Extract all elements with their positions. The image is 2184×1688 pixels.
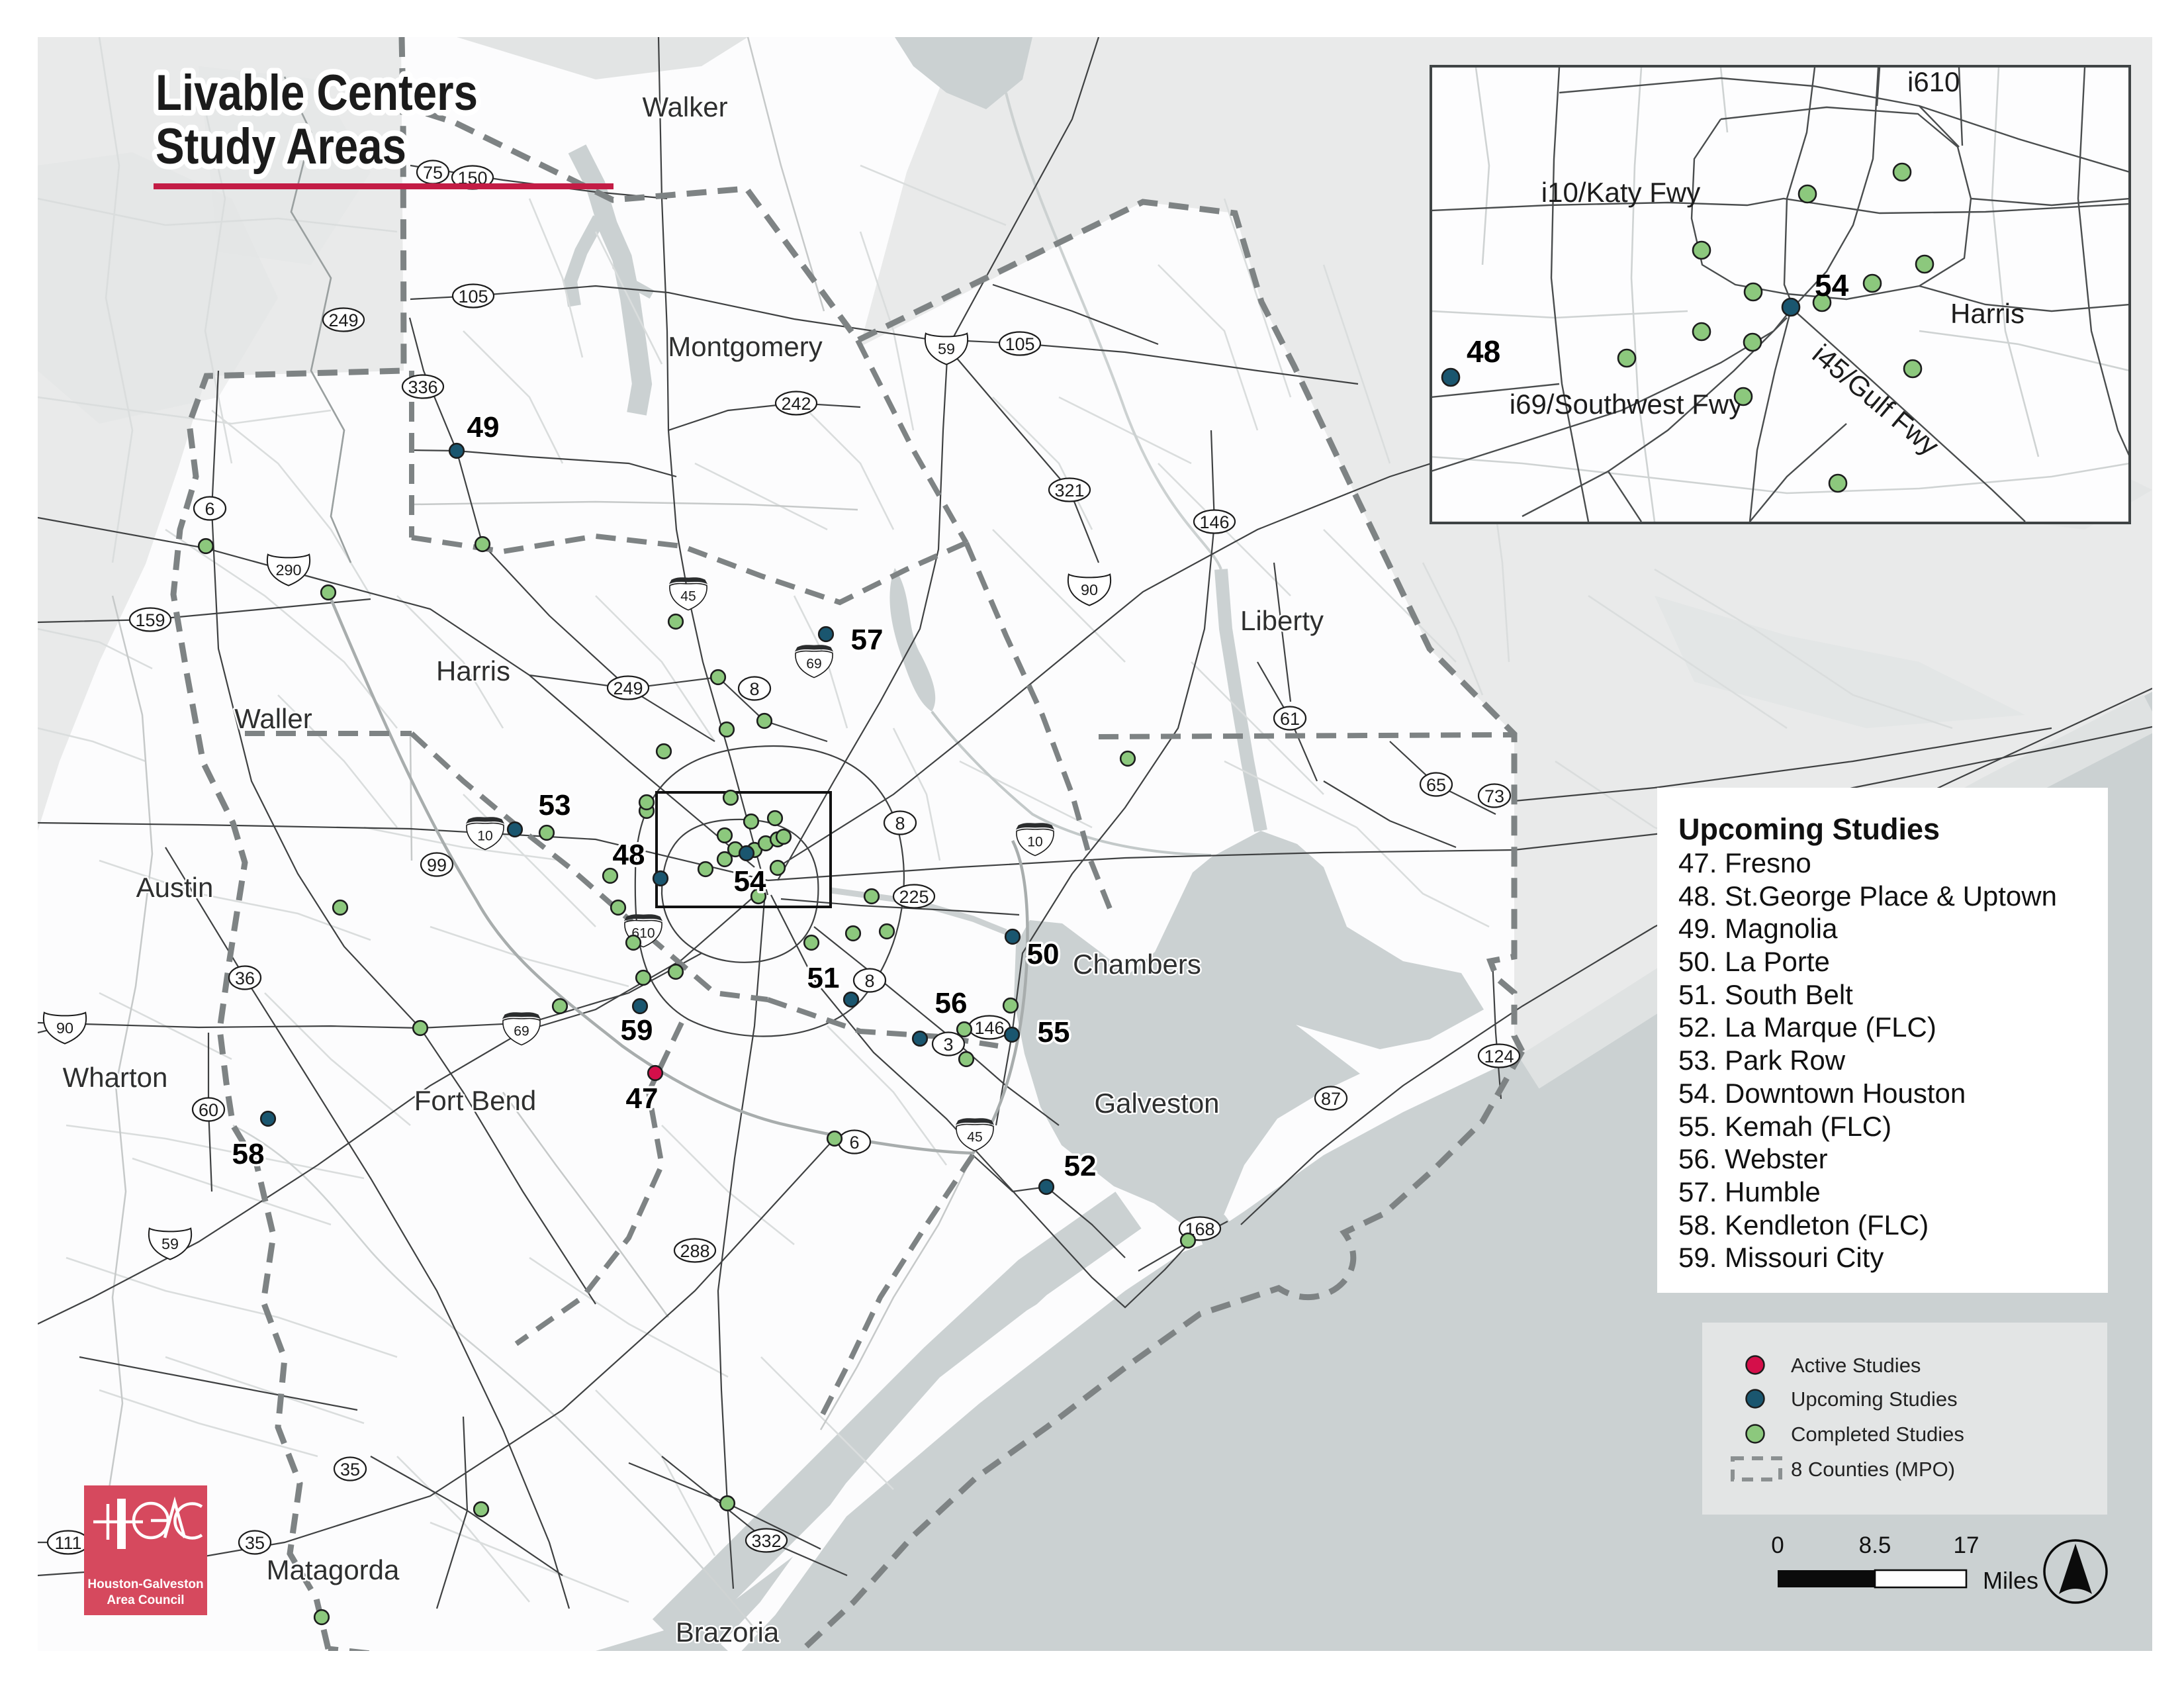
svg-text:56: 56	[935, 987, 968, 1019]
svg-text:99: 99	[427, 855, 447, 875]
svg-text:Harris: Harris	[1950, 298, 2025, 329]
svg-text:55: 55	[1038, 1016, 1070, 1049]
svg-text:6: 6	[205, 499, 214, 519]
svg-text:Fort Bend: Fort Bend	[414, 1085, 536, 1116]
svg-text:Austin: Austin	[136, 872, 214, 903]
svg-text:59. Missouri City: 59. Missouri City	[1678, 1242, 1884, 1273]
svg-text:i10/Katy Fwy: i10/Katy Fwy	[1541, 177, 1700, 208]
svg-text:53: 53	[539, 789, 571, 821]
svg-text:54. Downtown Houston: 54. Downtown Houston	[1678, 1078, 1966, 1109]
svg-text:45: 45	[680, 588, 696, 604]
svg-text:10: 10	[1027, 834, 1042, 849]
svg-text:54: 54	[734, 865, 766, 898]
svg-text:87: 87	[1321, 1089, 1341, 1109]
svg-text:10: 10	[477, 828, 492, 843]
svg-text:60: 60	[199, 1100, 218, 1120]
svg-text:Chambers: Chambers	[1073, 949, 1201, 980]
svg-text:249: 249	[613, 679, 643, 698]
svg-text:50. La Porte: 50. La Porte	[1678, 946, 1830, 977]
svg-text:90: 90	[56, 1019, 73, 1037]
svg-text:65: 65	[1426, 775, 1446, 795]
svg-text:332: 332	[751, 1531, 781, 1551]
svg-text:290: 290	[275, 561, 301, 579]
svg-text:3: 3	[943, 1035, 953, 1055]
svg-text:58. Kendleton (FLC): 58. Kendleton (FLC)	[1678, 1209, 1929, 1241]
svg-text:242: 242	[781, 394, 811, 414]
svg-text:58: 58	[232, 1138, 265, 1170]
svg-text:54: 54	[1815, 268, 1849, 303]
svg-text:69: 69	[806, 656, 821, 671]
svg-text:Galveston: Galveston	[1094, 1088, 1219, 1119]
svg-text:50: 50	[1027, 938, 1060, 970]
svg-text:Waller: Waller	[234, 703, 312, 734]
svg-text:47: 47	[626, 1082, 659, 1115]
svg-text:49: 49	[467, 411, 500, 444]
svg-text:111: 111	[54, 1533, 81, 1553]
svg-text:8: 8	[864, 971, 874, 991]
svg-text:55. Kemah (FLC): 55. Kemah (FLC)	[1678, 1111, 1891, 1142]
svg-text:105: 105	[1005, 334, 1034, 354]
svg-text:35: 35	[340, 1460, 360, 1479]
svg-text:159: 159	[135, 610, 165, 630]
svg-text:321: 321	[1054, 481, 1084, 500]
svg-text:249: 249	[328, 310, 358, 330]
svg-text:75: 75	[423, 163, 443, 183]
svg-text:Area Council: Area Council	[107, 1593, 184, 1607]
svg-text:73: 73	[1484, 786, 1504, 806]
svg-text:Brazoria: Brazoria	[676, 1617, 780, 1648]
svg-text:Upcoming Studies: Upcoming Studies	[1791, 1387, 1958, 1411]
svg-text:Houston-Galveston: Houston-Galveston	[87, 1577, 203, 1591]
svg-text:225: 225	[899, 887, 929, 907]
svg-text:Matagorda: Matagorda	[267, 1554, 400, 1585]
svg-text:i69/Southwest Fwy: i69/Southwest Fwy	[1510, 389, 1743, 420]
svg-text:52. La Marque (FLC): 52. La Marque (FLC)	[1678, 1011, 1936, 1043]
svg-text:61: 61	[1280, 709, 1300, 729]
svg-text:Liberty: Liberty	[1240, 605, 1324, 636]
svg-text:49. Magnolia: 49. Magnolia	[1678, 913, 1838, 944]
svg-text:52: 52	[1064, 1150, 1097, 1182]
svg-text:57: 57	[851, 624, 884, 656]
svg-text:8: 8	[895, 814, 905, 833]
svg-text:36: 36	[235, 968, 255, 988]
svg-text:45: 45	[967, 1129, 982, 1145]
svg-text:105: 105	[458, 287, 488, 306]
svg-text:69: 69	[514, 1023, 529, 1039]
svg-text:56. Webster: 56. Webster	[1678, 1143, 1828, 1174]
svg-text:Montgomery: Montgomery	[668, 331, 822, 362]
svg-text:35: 35	[245, 1533, 265, 1553]
svg-text:57. Humble: 57. Humble	[1678, 1176, 1821, 1207]
svg-text:90: 90	[1081, 581, 1098, 598]
svg-text:51: 51	[807, 962, 840, 994]
svg-text:Active Studies: Active Studies	[1791, 1354, 1921, 1377]
svg-text:288: 288	[680, 1241, 709, 1261]
svg-text:Upcoming Studies: Upcoming Studies	[1678, 812, 1940, 846]
svg-text:59: 59	[161, 1235, 179, 1252]
svg-text:51. South Belt: 51. South Belt	[1678, 979, 1853, 1010]
svg-text:124: 124	[1484, 1047, 1514, 1066]
svg-text:Wharton: Wharton	[63, 1062, 168, 1093]
svg-text:8: 8	[749, 679, 759, 699]
svg-text:Completed Studies: Completed Studies	[1791, 1423, 1964, 1446]
svg-text:8 Counties (MPO): 8 Counties (MPO)	[1791, 1458, 1955, 1481]
svg-text:Miles: Miles	[1983, 1567, 2038, 1594]
svg-text:146: 146	[1199, 512, 1229, 532]
svg-text:53. Park Row: 53. Park Row	[1678, 1045, 1846, 1076]
svg-text:48: 48	[613, 839, 645, 871]
svg-text:59: 59	[621, 1014, 653, 1047]
svg-text:Harris: Harris	[436, 655, 510, 686]
svg-text:0: 0	[1771, 1532, 1784, 1558]
svg-text:59: 59	[938, 340, 955, 357]
svg-text:Study Areas: Study Areas	[156, 118, 406, 175]
svg-text:48. St.George Place & Uptown: 48. St.George Place & Uptown	[1678, 880, 2057, 912]
svg-text:i610: i610	[1907, 66, 1960, 97]
svg-text:47. Fresno: 47. Fresno	[1678, 847, 1811, 878]
svg-text:146: 146	[974, 1018, 1004, 1038]
svg-text:Walker: Walker	[642, 91, 727, 122]
svg-text:48: 48	[1467, 334, 1500, 369]
svg-text:Livable Centers: Livable Centers	[156, 65, 478, 121]
svg-text:8.5: 8.5	[1859, 1532, 1891, 1558]
svg-text:17: 17	[1954, 1532, 1979, 1558]
svg-text:336: 336	[408, 377, 437, 397]
svg-text:6: 6	[849, 1133, 859, 1152]
